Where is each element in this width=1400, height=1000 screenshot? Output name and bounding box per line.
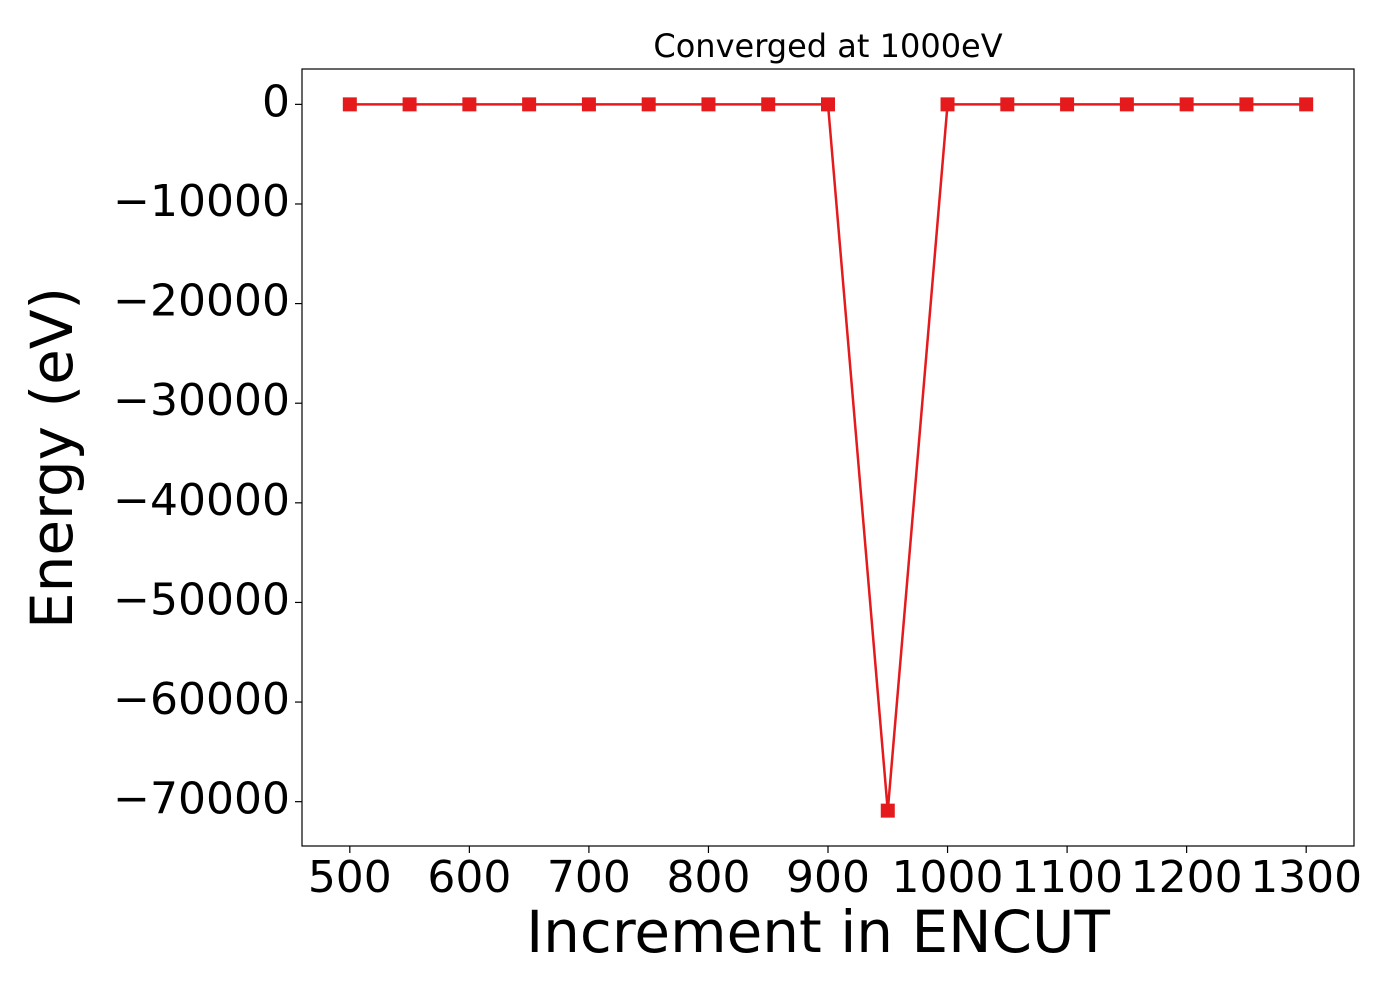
data-marker: [402, 97, 417, 112]
data-marker: [1060, 97, 1075, 112]
chart-title: Converged at 1000eV: [653, 27, 1002, 65]
x-tick-label: 600: [427, 852, 511, 903]
data-line: [349, 103, 1307, 811]
y-tick-label: −70000: [113, 774, 290, 825]
data-marker: [581, 97, 596, 112]
x-tick-label: 900: [786, 852, 870, 903]
data-marker: [522, 97, 537, 112]
y-tick-label: −10000: [113, 176, 290, 227]
y-tick-label: −50000: [113, 574, 290, 625]
x-axis-label: Increment in ENCUT: [526, 898, 1110, 966]
y-tick-label: −60000: [113, 674, 290, 725]
x-tick-label: 1300: [1250, 852, 1362, 903]
data-marker: [761, 97, 776, 112]
data-marker: [462, 97, 477, 112]
x-tick-label: 700: [547, 852, 631, 903]
data-marker: [1179, 97, 1194, 112]
y-tick-label: −30000: [113, 375, 290, 426]
plot-frame: [301, 68, 1355, 847]
y-tick-label: −20000: [113, 276, 290, 327]
data-marker: [342, 97, 357, 112]
x-tick-label: 1100: [1011, 852, 1123, 903]
x-tick-label: 500: [308, 852, 392, 903]
x-tick-label: 800: [666, 852, 750, 903]
data-marker: [1299, 97, 1314, 112]
data-marker: [821, 97, 835, 112]
data-marker: [940, 97, 955, 112]
data-marker: [1000, 97, 1015, 112]
x-tick-label: 1200: [1131, 852, 1243, 903]
data-marker: [880, 803, 895, 818]
data-marker: [641, 97, 656, 112]
y-tick-label: 0: [262, 76, 290, 127]
data-marker: [1119, 97, 1134, 112]
y-axis-label: Energy (eV): [18, 287, 86, 629]
x-tick-label: 1000: [892, 852, 1004, 903]
data-marker: [1239, 97, 1254, 112]
y-tick-label: −40000: [113, 475, 290, 526]
data-marker: [701, 97, 716, 112]
